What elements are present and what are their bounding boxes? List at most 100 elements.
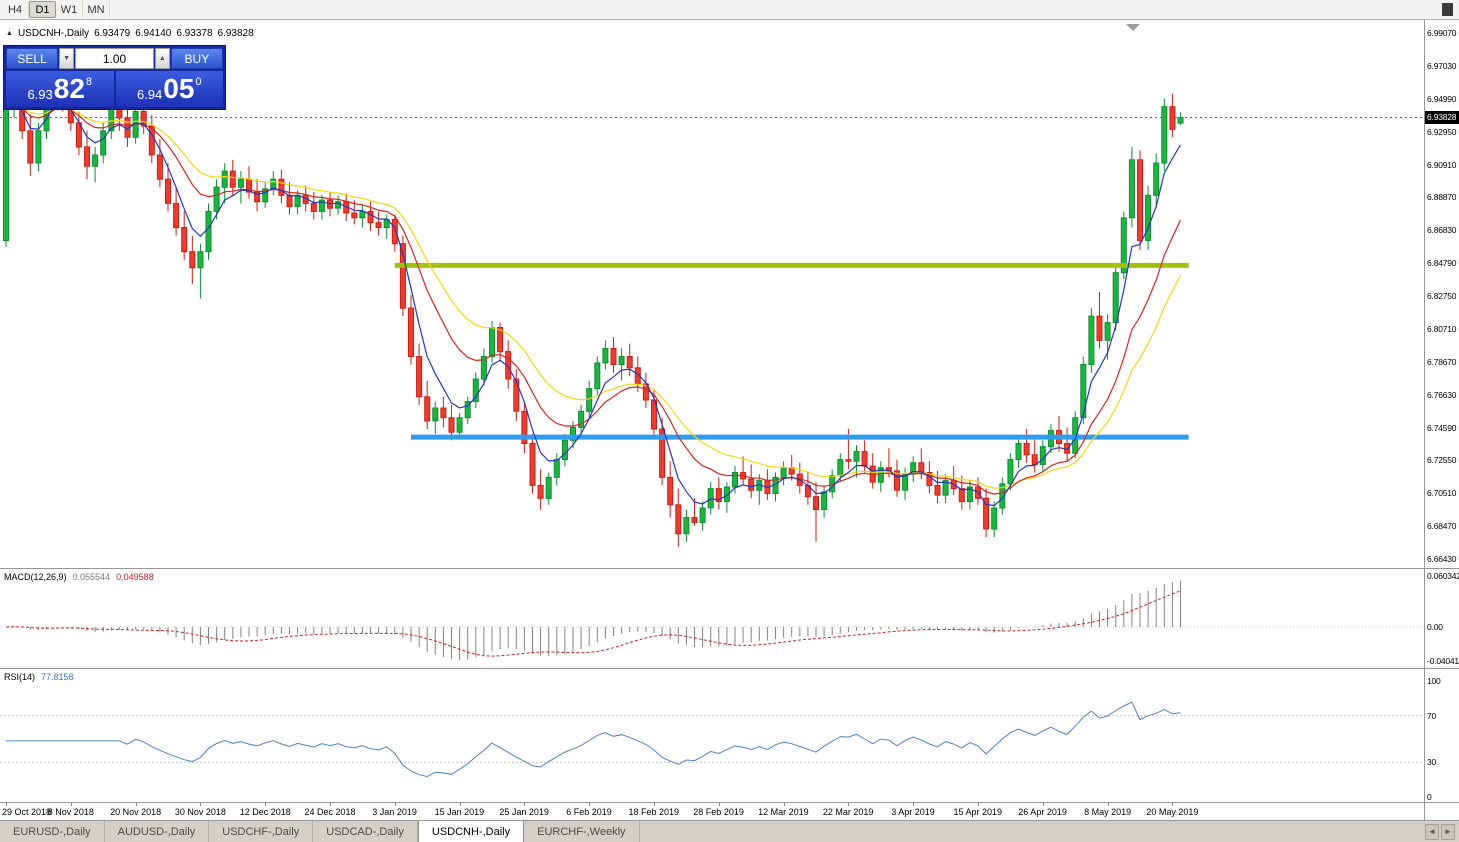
tab-usdcad-daily[interactable]: USDCAD-,Daily <box>313 821 418 842</box>
price-axis-label: 6.84790 <box>1427 258 1457 269</box>
macd-axis-label: -0.040415 <box>1427 656 1459 667</box>
ohlc-high: 6.94140 <box>135 28 172 39</box>
tabs-scroll-left-button[interactable]: ◄ <box>1425 823 1439 840</box>
tabs-scroll-right-button[interactable]: ► <box>1441 823 1455 840</box>
trade-prices-row: 6.93 82 8 6.94 05 0 <box>6 71 223 107</box>
price-axis-label: 6.76630 <box>1427 389 1457 400</box>
ask-price-small: 6.94 <box>136 86 163 102</box>
volume-increase-button[interactable]: ▲ <box>155 48 170 69</box>
timeframe-button-h4[interactable]: H4 <box>2 1 29 18</box>
time-axis-label: 8 May 2019 <box>1084 807 1132 817</box>
rsi-indicator-chart[interactable] <box>0 669 1424 802</box>
time-axis-tick <box>6 803 7 806</box>
volume-decrease-button[interactable]: ▼ <box>59 48 74 69</box>
time-axis-tick <box>135 803 137 806</box>
bid-price-display[interactable]: 6.93 82 8 <box>6 71 114 107</box>
price-axis-label: 6.99070 <box>1427 28 1457 38</box>
macd-signal-line <box>5 590 1181 657</box>
price-axis-label: 6.82750 <box>1427 291 1457 302</box>
macd-axis[interactable]: 0.060342 0.00 -0.040415 <box>1424 569 1459 668</box>
ask-price-display[interactable]: 6.94 05 0 <box>115 71 223 107</box>
time-axis-tick <box>70 803 72 806</box>
tab-usdcnh-daily[interactable]: USDCNH-,Daily <box>417 821 525 842</box>
rsi-axis-label: 30 <box>1427 757 1437 768</box>
time-axis-tick <box>654 803 655 806</box>
time-axis-tick <box>265 803 267 806</box>
sell-button[interactable]: SELL <box>6 48 59 69</box>
rsi-value: 77.8158 <box>41 672 74 682</box>
ask-price-sup: 0 <box>195 76 202 88</box>
bid-price-big: 82 <box>53 73 85 104</box>
time-axis-tick <box>848 803 850 806</box>
volume-input[interactable] <box>75 48 154 69</box>
time-axis-label: 20 May 2019 <box>1146 807 1199 817</box>
bid-price-sup: 8 <box>85 76 93 88</box>
time-axis-label: 30 Nov 2018 <box>174 807 226 817</box>
time-axis-tick <box>718 803 720 806</box>
time-axis-tick <box>978 803 979 806</box>
price-axis-label: 6.68470 <box>1427 521 1457 532</box>
price-axis-label: 6.66430 <box>1427 554 1457 565</box>
time-axis-label: 22 Mar 2019 <box>822 807 874 817</box>
time-axis-tick <box>394 803 396 806</box>
time-axis-label: 15 Jan 2019 <box>434 807 485 817</box>
price-axis-label: 6.72550 <box>1427 455 1457 466</box>
timeframe-button-w1[interactable]: W1 <box>56 1 83 18</box>
time-axis-tick <box>459 803 461 806</box>
rsi-plot <box>0 669 1424 802</box>
tab-audusd-daily[interactable]: AUDUSD-,Daily <box>105 821 210 842</box>
time-axis-label: 15 Apr 2019 <box>953 807 1003 817</box>
time-axis-corner <box>1424 803 1459 820</box>
tab-eurusd-daily[interactable]: EURUSD-,Daily <box>0 821 105 842</box>
timeframe-button-mn[interactable]: MN <box>83 1 110 18</box>
one-click-panel-toggle-icon[interactable]: ▲ <box>6 30 13 37</box>
rsi-axis-label: 100 <box>1427 676 1441 686</box>
macd-axis-label: 0.00 <box>1427 622 1443 632</box>
rsi-axis[interactable]: 100 70 30 0 <box>1424 669 1459 802</box>
ma-fast-blue <box>5 100 1182 507</box>
rsi-panel: RSI(14) 77.8158 100 70 30 0 <box>0 668 1459 802</box>
time-axis[interactable]: 29 Oct 2018 8 Nov 2018 20 Nov 2018 30 Nov 2… <box>0 802 1459 820</box>
toolbar: H4 D1 W1 MN <box>0 0 1459 20</box>
time-axis-tick <box>1172 803 1174 806</box>
main-plot <box>0 20 1424 568</box>
price-axis-label: 6.94990 <box>1427 93 1457 104</box>
ohlc-low: 6.93378 <box>176 28 213 39</box>
price-axis-label: 6.92950 <box>1427 126 1457 137</box>
price-axis[interactable]: 6.99070 6.97030 6.94990 6.92950 6.90910 6.888… <box>1424 20 1459 568</box>
time-axis-label: 25 Jan 2019 <box>499 807 549 817</box>
rsi-label: RSI(14) 77.8158 <box>4 672 74 682</box>
price-axis-label: 6.97030 <box>1427 60 1457 71</box>
window-control-button[interactable] <box>1442 3 1453 16</box>
ohlc-close: 6.93828 <box>217 28 254 39</box>
timeframe-button-d1[interactable]: D1 <box>29 1 56 18</box>
bid-price-small: 6.93 <box>27 86 53 102</box>
ma-slow-yellow <box>5 104 1182 489</box>
rsi-axis-label: 0 <box>1427 792 1432 802</box>
tab-eurchf-weekly[interactable]: EURCHF-,Weekly <box>524 821 640 842</box>
candlestick-chart[interactable] <box>0 20 1424 568</box>
macd-value-signal: 0.049588 <box>116 572 154 582</box>
time-axis-label: 24 Dec 2018 <box>304 807 356 817</box>
chart-shift-marker[interactable] <box>1126 24 1140 31</box>
time-axis-label: 28 Feb 2019 <box>693 807 744 817</box>
time-axis-label: 12 Dec 2018 <box>239 807 291 817</box>
rsi-name: RSI(14) <box>4 672 36 682</box>
tab-usdchf-daily[interactable]: USDCHF-,Daily <box>209 821 314 842</box>
time-axis-label: 12 Mar 2019 <box>758 807 809 817</box>
macd-indicator-chart[interactable] <box>0 569 1424 668</box>
price-axis-label: 6.78670 <box>1427 356 1457 367</box>
time-axis-label: 26 Apr 2019 <box>1018 807 1067 817</box>
time-axis-label: 3 Apr 2019 <box>891 807 935 817</box>
time-axis-tick <box>913 803 915 806</box>
time-axis-tick <box>1042 803 1044 806</box>
buy-button[interactable]: BUY <box>170 48 223 69</box>
time-axis-tick <box>783 803 785 806</box>
time-axis-label: 18 Feb 2019 <box>628 807 680 817</box>
tabs-nav: ◄ ► <box>1425 821 1459 842</box>
macd-axis-label: 0.060342 <box>1427 571 1459 581</box>
rsi-axis-label: 70 <box>1427 710 1437 721</box>
time-axis-tick <box>1107 803 1109 806</box>
